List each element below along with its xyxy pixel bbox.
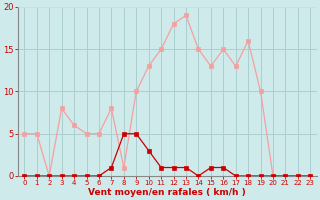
X-axis label: Vent moyen/en rafales ( km/h ): Vent moyen/en rafales ( km/h ) <box>88 188 246 197</box>
